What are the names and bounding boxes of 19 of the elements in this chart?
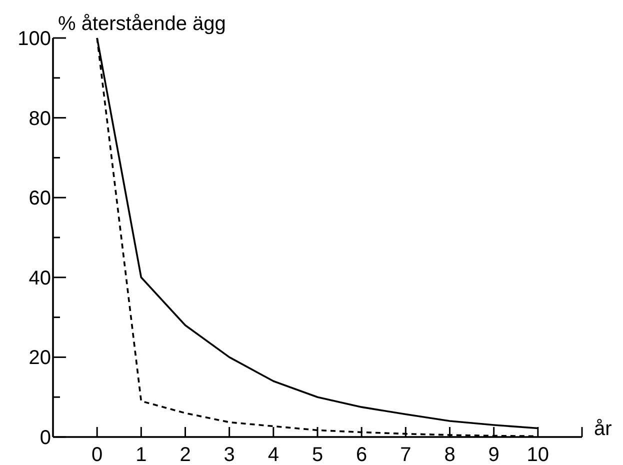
y-tick-label: 0 [40,427,51,449]
x-axis-title: år [594,418,612,440]
x-tick-label: 1 [136,444,147,465]
y-tick-label: 20 [28,347,51,370]
x-tick-label: 4 [268,444,279,465]
x-tick-label: 5 [312,444,324,465]
x-tick-label: 7 [400,444,412,465]
y-tick-label: 100 [18,28,51,50]
x-tick-label: 9 [488,444,500,465]
y-tick-label: 80 [28,108,51,130]
x-tick-label: 6 [356,444,368,465]
x-tick-label: 2 [180,444,191,465]
y-tick-label: 60 [28,188,51,210]
x-tick-label: 3 [224,444,235,465]
y-tick-label: 40 [28,267,51,290]
x-tick-label: 10 [526,444,550,465]
x-tick-label: 0 [92,444,103,465]
y-axis-title: % återstående ägg [58,13,226,35]
x-tick-label: 8 [444,444,456,465]
